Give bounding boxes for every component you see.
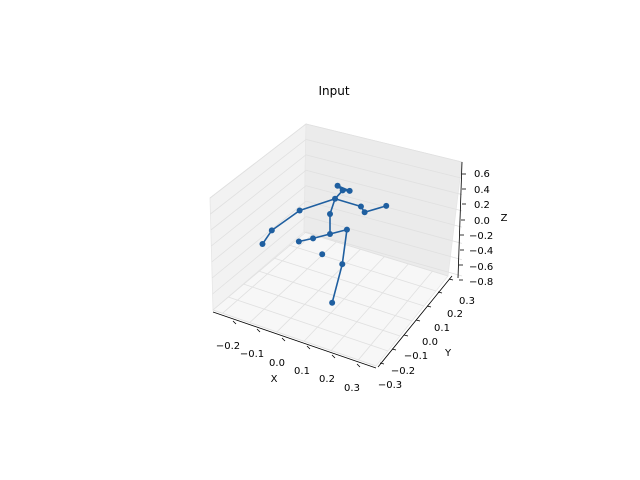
y-tick-label: 0.3 [459,296,475,307]
x-tickmark [232,320,237,325]
grid-line [305,123,463,163]
z-tick-label: 0.2 [474,200,490,211]
joint-point [327,231,333,237]
x-tick-label: 0.1 [294,366,310,377]
joint-point [343,226,350,233]
grid-line [358,270,433,361]
grid-line [222,234,313,314]
joint-point [383,202,390,209]
x-tick-label: 0.3 [344,383,360,394]
y-tick-label: −0.3 [378,380,402,391]
z-tick-label: −0.8 [469,277,493,288]
grid-line [330,263,409,351]
x-tickmark [256,328,261,333]
skeleton-bone [334,197,362,208]
skeleton-bone [363,205,388,214]
grid-line [209,123,307,199]
y-tick-label: 0.2 [447,309,463,320]
skeleton-bone [331,263,344,304]
y-axis-line [377,275,453,368]
joint-point [268,227,275,234]
grid-line [210,139,307,215]
x-tickmark [306,345,311,350]
grid-line [303,231,449,277]
y-tickmark [437,291,443,294]
y-tickmark [426,305,432,308]
grid-line [211,200,307,279]
grid-line [211,185,307,263]
z-tick-label: 0.6 [474,169,490,180]
x-tick-label: 0.2 [319,374,335,385]
y-tick-label: −0.2 [391,366,415,377]
grid-lines [209,123,463,367]
grid-line [273,257,425,307]
joint-point [259,241,266,248]
y-axis-label: Y [444,348,452,359]
y-ticks: −0.3 −0.2 −0.1 0.0 0.1 0.2 0.3 [378,278,475,391]
joint-point [327,211,333,218]
y-tickmark [415,319,421,322]
grid-line [305,139,463,179]
joint-point [361,209,368,216]
x-ticks: −0.2 −0.1 0.0 0.1 0.2 0.3 [216,320,361,394]
grid-line [243,283,401,337]
skeleton-bone [298,197,336,212]
joint-point [319,251,326,258]
x-tickmark [281,337,286,342]
z-tick-label: 0.0 [474,216,490,227]
grid-line [276,248,361,333]
grid-line [212,216,307,295]
x-axis-line [212,311,377,369]
grid-line [305,231,463,277]
y-tick-label: 0.1 [434,323,450,334]
x-tickmark [356,363,361,368]
grid-line [228,296,389,352]
y-tick-label: 0.0 [422,337,438,348]
y-tickmark [391,348,397,351]
joint-point [346,187,353,194]
z-tick-label: −0.2 [469,231,493,242]
z-tick-label: −0.4 [469,246,493,257]
grid-line [305,169,463,212]
grid-line [212,309,377,367]
grid-line [305,216,463,261]
skeleton-bone [341,228,348,265]
joint-point [332,195,339,202]
joint-point [329,299,336,306]
grid-line [303,256,385,342]
chart-title: Input [318,84,349,98]
grid-line [211,169,307,247]
grid-line [258,270,413,322]
y-tickmark [448,278,454,281]
grid-line [288,244,437,292]
z-ticks: 0.6 0.4 0.2 0.0 −0.2 −0.4 −0.6 −0.8 [459,169,493,288]
z-tick-label: 0.4 [474,185,490,196]
grid-line [210,154,307,231]
x-tick-label: −0.2 [216,341,240,352]
joint-point [296,207,303,214]
z-tick-label: −0.6 [469,262,493,273]
joint-point [339,187,346,194]
z-axis-line [457,161,463,279]
y-tick-label: −0.1 [404,351,428,362]
x-axis-label: X [271,374,278,385]
y-tickmark [379,362,385,365]
joint-point [295,238,302,245]
x-tickmark [331,354,336,359]
grid-line [305,154,463,195]
x-tick-label: 0.0 [269,358,285,369]
joint-point [334,182,341,189]
joint-point [339,261,346,268]
joint-point [357,203,364,210]
skeleton-bone [271,209,301,232]
skeleton-joints [259,182,390,306]
joint-point [310,235,317,242]
z-axis-label: Z [501,213,508,224]
y-tickmark [403,334,409,337]
x-tick-label: −0.1 [240,349,264,360]
